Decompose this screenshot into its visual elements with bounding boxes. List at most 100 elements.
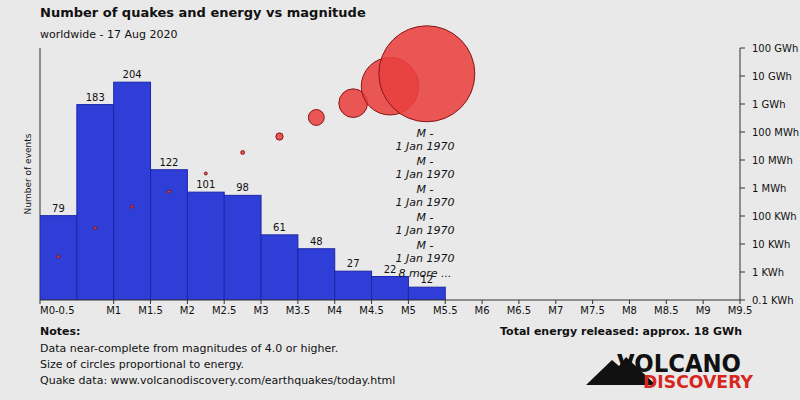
x-tick-label: M7.5 <box>580 305 605 316</box>
y-tick <box>740 160 745 161</box>
y-tick-label: 1 KWh <box>752 267 784 278</box>
notes-line: Size of circles proportional to energy. <box>40 358 244 371</box>
energy-bubble <box>131 205 134 208</box>
bar-label: 204 <box>123 69 142 80</box>
energy-bubble <box>241 151 245 155</box>
bar-label: 22 <box>384 264 397 275</box>
bar-label: 183 <box>86 92 105 103</box>
x-tick-label: M7 <box>548 305 563 316</box>
x-tick-label: M9 <box>696 305 711 316</box>
bar <box>408 287 445 300</box>
notes-line: Data near-complete from magnitudes of 4.… <box>40 342 338 355</box>
x-tick-label: M8.5 <box>654 305 679 316</box>
bar-label: 101 <box>196 179 215 190</box>
x-tick-label: M4.5 <box>359 305 384 316</box>
x-tick-label: M3 <box>254 305 269 316</box>
bar <box>298 249 335 300</box>
annotation: M - <box>417 127 434 140</box>
annotation: 1 Jan 1970 <box>396 224 455 237</box>
notes-line: Quake data: www.volcanodiscovery.com/ear… <box>40 374 395 387</box>
energy-bubble <box>308 110 324 126</box>
bar <box>151 170 188 300</box>
x-tick <box>555 300 556 304</box>
y-tick <box>740 244 745 245</box>
bar-label: 48 <box>310 236 323 247</box>
annotation: 8 more ... <box>398 267 451 280</box>
energy-bubble <box>379 26 475 122</box>
x-tick-label: M0-0.5 <box>40 305 75 316</box>
energy-bubble <box>94 226 97 229</box>
x-tick-label: M1 <box>106 305 121 316</box>
x-tick <box>703 300 704 304</box>
y-axis-line <box>740 48 741 300</box>
x-tick <box>187 300 188 304</box>
y-tick <box>740 272 745 273</box>
x-tick <box>629 300 630 304</box>
x-tick <box>334 300 335 304</box>
x-tick-label: M5 <box>401 305 416 316</box>
bar <box>372 277 409 300</box>
energy-bubble <box>204 172 207 175</box>
y-tick <box>740 132 745 133</box>
background <box>0 0 800 400</box>
x-tick-label: M2 <box>180 305 195 316</box>
bubbles <box>57 26 475 258</box>
x-tick <box>371 300 372 304</box>
x-tick <box>40 300 41 304</box>
energy-bubble <box>167 190 170 193</box>
x-tick <box>150 300 151 304</box>
y-tick-label: 100 GWh <box>752 43 798 54</box>
x-tick <box>740 300 741 304</box>
x-tick-label: M8 <box>622 305 637 316</box>
bar-label: 79 <box>52 203 65 214</box>
bar <box>187 192 224 300</box>
y-tick <box>740 188 745 189</box>
x-tick-label: M2.5 <box>212 305 237 316</box>
x-tick <box>408 300 409 304</box>
annotation: 1 Jan 1970 <box>396 252 455 265</box>
annotation: 1 Jan 1970 <box>396 196 455 209</box>
energy-bubble <box>276 133 283 140</box>
x-tick <box>518 300 519 304</box>
annotation: M - <box>417 155 434 168</box>
annotation: M - <box>417 211 434 224</box>
x-tick-label: M1.5 <box>138 305 163 316</box>
x-tick-label: M4 <box>327 305 342 316</box>
y-tick <box>740 48 745 49</box>
x-tick <box>666 300 667 304</box>
x-tick <box>224 300 225 304</box>
bar <box>40 216 77 300</box>
y-tick-label: 10 KWh <box>752 239 790 250</box>
x-tick <box>482 300 483 304</box>
x-tick <box>113 300 114 304</box>
bar-label: 61 <box>273 222 286 233</box>
x-tick-label: M5.5 <box>433 305 458 316</box>
y-tick <box>740 104 745 105</box>
bar <box>77 105 114 300</box>
x-axis-line <box>40 300 740 301</box>
bar-label: 122 <box>159 157 178 168</box>
x-tick-label: M9.5 <box>728 305 753 316</box>
logo-text: DISCOVERY <box>643 371 754 392</box>
y-tick <box>740 216 745 217</box>
bar <box>335 271 372 300</box>
y-tick-label: 100 KWh <box>752 211 797 222</box>
title: Number of quakes and energy vs magnitude <box>40 5 366 20</box>
y-tick-label: 1 GWh <box>752 99 786 110</box>
bar-label: 27 <box>347 258 360 269</box>
annotation: M - <box>417 239 434 252</box>
y-tick-label: 0.1 KWh <box>752 295 794 306</box>
x-tick <box>297 300 298 304</box>
x-tick-label: M3.5 <box>286 305 311 316</box>
y-tick-label: 1 MWh <box>752 183 786 194</box>
bar-label: 98 <box>236 182 249 193</box>
bar <box>114 82 151 300</box>
annotation: 1 Jan 1970 <box>396 140 455 153</box>
total-energy: Total energy released: approx. 18 GWh <box>500 325 742 338</box>
annotation: 1 Jan 1970 <box>396 168 455 181</box>
bar <box>224 195 261 300</box>
x-tick-label: M6 <box>475 305 490 316</box>
y-tick-label: 10 GWh <box>752 71 792 82</box>
y-tick <box>740 300 745 301</box>
y-axis-label: Number of events <box>23 133 33 214</box>
